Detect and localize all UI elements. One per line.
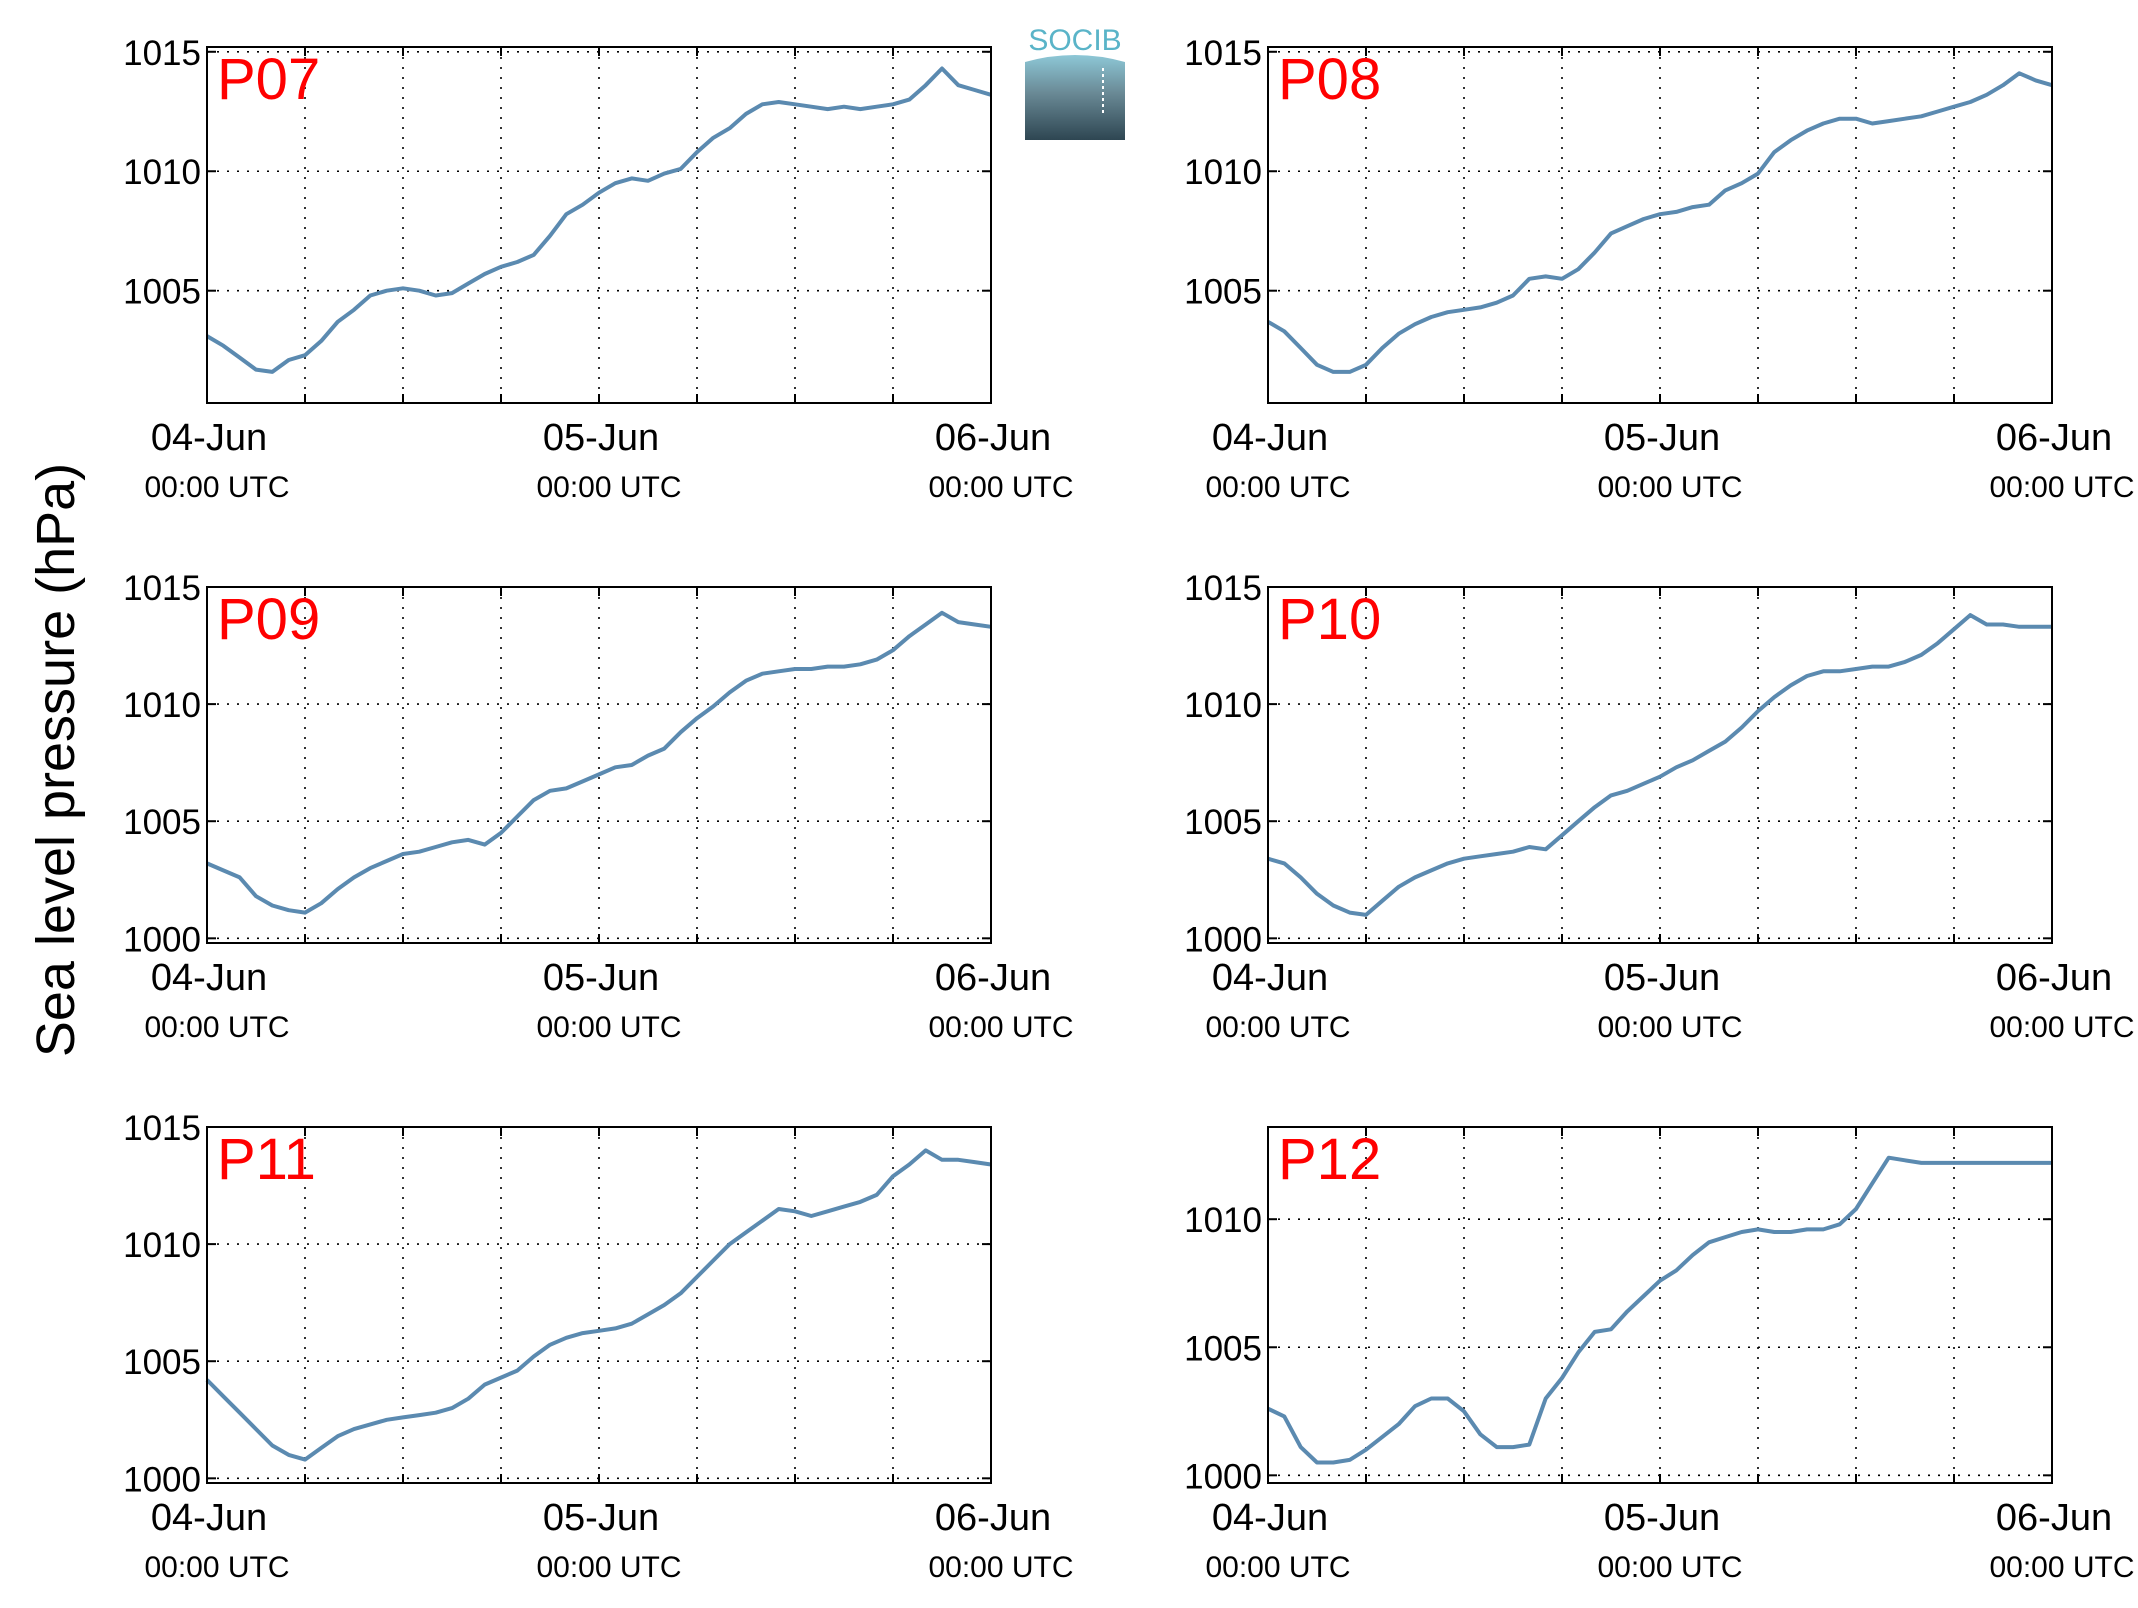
x-tick-label-date: 05-Jun [1604,957,1720,999]
y-tick-label: 1005 [1184,1329,1262,1368]
y-tick-label: 1015 [1184,34,1262,73]
x-tick-label-time: 00:00 UTC [1989,471,2134,504]
x-tick-label-time: 00:00 UTC [536,471,681,504]
x-tick-label-date: 06-Jun [935,1497,1051,1539]
panel-label: P10 [1278,587,1381,652]
x-tick-label-time: 00:00 UTC [928,471,1073,504]
x-tick-label-date: 05-Jun [543,417,659,459]
series-line [1266,71,2053,374]
y-tick-label: 1000 [123,920,201,959]
x-tick-label-date: 06-Jun [1996,957,2112,999]
y-tick-label: 1005 [1184,803,1262,842]
y-tick-label: 1015 [123,34,201,73]
panel-p11: 1000 1005 1010 1015 04-Jun 00:00 UTC 05-Jun 00:… [123,1109,1073,1584]
y-tick-label: 1010 [1184,686,1262,725]
y-tick-label: 1000 [123,1460,201,1499]
panel-p07: 1005 1010 1015 04-Jun 00:00 UTC 05-Jun 00:00 U… [123,34,1073,504]
x-tick-label-time: 00:00 UTC [1597,1011,1742,1044]
panel-label: P08 [1278,47,1381,112]
panel-p12: 1000 1005 1010 04-Jun 00:00 UTC 05-Jun 00:00 U… [1184,1126,2135,1584]
panel-label: P11 [217,1127,316,1192]
x-tick-label-time: 00:00 UTC [1989,1551,2134,1584]
y-tick-label: 1010 [1184,1201,1262,1240]
axes-frame [1267,46,2053,404]
x-tick-label-date: 05-Jun [1604,1497,1720,1539]
series-line [206,610,992,915]
x-tick-label-date: 05-Jun [543,1497,659,1539]
y-tick-label: 1000 [1184,1457,1262,1496]
panel-label: P07 [217,47,320,112]
x-tick-label-date: 04-Jun [151,417,267,459]
series-line [1267,1155,2052,1465]
x-tick-label-date: 04-Jun [1212,417,1328,459]
y-tick-label: 1015 [123,1109,201,1148]
x-tick-label-time: 00:00 UTC [1597,1551,1742,1584]
axes-frame [206,1126,992,1484]
socib-logo: SOCIB [1025,24,1125,140]
y-tick-label: 1005 [1184,273,1262,312]
logo-text: SOCIB [1028,24,1121,57]
x-tick-label-time: 00:00 UTC [1205,1011,1350,1044]
x-tick-label-date: 06-Jun [935,417,1051,459]
axes-frame [206,46,992,404]
panel-p10: 1000 1005 1010 1015 04-Jun 00:00 UTC 05-Jun 00:… [1184,569,2134,1044]
x-tick-label-time: 00:00 UTC [144,1551,289,1584]
series-line [205,66,992,374]
series-line [205,1148,992,1462]
panel-label: P12 [1278,1127,1381,1192]
x-tick-label-time: 00:00 UTC [1989,1011,2134,1044]
y-tick-label: 1005 [123,803,201,842]
y-tick-label: 1005 [123,1343,201,1382]
y-tick-label: 1010 [123,686,201,725]
x-tick-label-time: 00:00 UTC [1597,471,1742,504]
x-tick-label-date: 04-Jun [151,957,267,999]
y-tick-label: 1005 [123,273,201,312]
y-tick-label: 1010 [123,1226,201,1265]
axes-frame [1267,1126,2053,1484]
x-tick-label-date: 04-Jun [1212,957,1328,999]
panel-label: P09 [217,587,320,652]
y-tick-label: 1015 [1184,569,1262,608]
x-tick-label-time: 00:00 UTC [1205,471,1350,504]
panel-p09: 1000 1005 1010 1015 04-Jun 00:00 UTC 05-Jun 00:… [123,569,1073,1044]
y-tick-label: 1000 [1184,920,1262,959]
x-tick-label-date: 04-Jun [151,1497,267,1539]
x-tick-label-time: 00:00 UTC [928,1551,1073,1584]
axes-frame [206,586,992,944]
axes-frame [1267,586,2053,944]
x-tick-label-date: 05-Jun [543,957,659,999]
x-tick-label-date: 06-Jun [1996,1497,2112,1539]
x-tick-label-date: 06-Jun [935,957,1051,999]
series-line [1267,613,2052,917]
y-tick-label: 1010 [1184,153,1262,192]
panels: 1005 1010 1015 04-Jun 00:00 UTC 05-Jun 00:00 U… [123,34,2134,1584]
x-tick-label-time: 00:00 UTC [536,1011,681,1044]
y-tick-label: 1015 [123,569,201,608]
x-tick-label-time: 00:00 UTC [536,1551,681,1584]
panel-p08: 1005 1010 1015 04-Jun 00:00 UTC 05-Jun 00:00 U… [1184,34,2134,504]
x-tick-label-date: 04-Jun [1212,1497,1328,1539]
x-tick-label-date: 05-Jun [1604,417,1720,459]
x-tick-label-date: 06-Jun [1996,417,2112,459]
x-tick-label-time: 00:00 UTC [144,471,289,504]
x-tick-label-time: 00:00 UTC [1205,1551,1350,1584]
y-tick-label: 1010 [123,153,201,192]
x-tick-label-time: 00:00 UTC [144,1011,289,1044]
x-tick-label-time: 00:00 UTC [928,1011,1073,1044]
y-axis-label: Sea level pressure (hPa) [26,463,86,1057]
